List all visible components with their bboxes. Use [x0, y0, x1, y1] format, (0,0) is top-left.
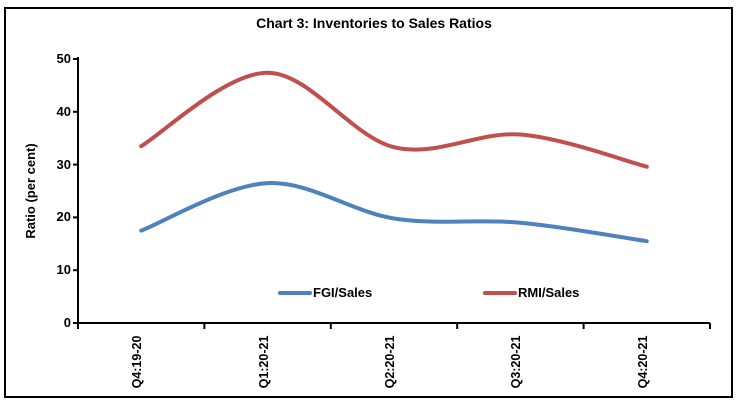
- x-tick-label: Q4:19-20: [130, 335, 145, 389]
- y-tick-label: 20: [56, 209, 71, 225]
- rmi-line-swatch-icon: [483, 291, 517, 295]
- x-tick-label: Q4:20-21: [635, 335, 650, 389]
- x-tick-label: Q3:20-21: [509, 335, 524, 389]
- y-tick-label: 0: [63, 315, 71, 330]
- y-tick-label: 40: [56, 103, 71, 119]
- legend-label-rmi: RMI/Sales: [518, 285, 580, 300]
- legend-item-rmi: RMI/Sales: [483, 285, 579, 301]
- series-line-fgi-sales: [139, 181, 649, 244]
- chart-title: Chart 3: Inventories to Sales Ratios: [256, 15, 492, 31]
- legend-item-fgi: FGI/Sales: [278, 285, 372, 301]
- y-tick-label: 50: [56, 51, 71, 66]
- x-tick-label: Q2:20-21: [383, 335, 397, 389]
- series-line-rmi-sales: [139, 70, 649, 169]
- fgi-line-swatch-icon: [278, 291, 312, 295]
- y-tick-label: 10: [56, 262, 71, 278]
- legend-label-fgi: FGI/Sales: [313, 285, 373, 300]
- x-tick-label: Q1:20-21: [256, 335, 271, 389]
- y-tick-label: 30: [56, 156, 71, 172]
